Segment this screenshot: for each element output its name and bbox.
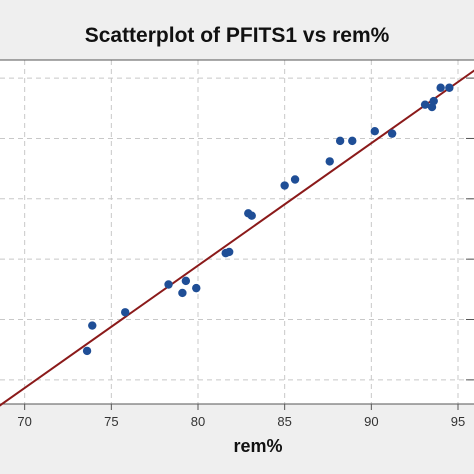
x-tick-label: 90	[364, 414, 378, 429]
data-point	[247, 211, 256, 220]
data-point	[181, 276, 191, 286]
data-point	[429, 96, 438, 106]
x-tick-label: 70	[17, 414, 31, 429]
x-tick-label: 75	[104, 414, 118, 429]
fit-line	[0, 69, 474, 407]
data-point	[88, 321, 97, 330]
data-point	[335, 136, 345, 146]
data-point	[348, 136, 357, 146]
data-point	[436, 83, 445, 92]
data-point	[82, 346, 92, 356]
data-point	[445, 83, 454, 92]
data-point	[280, 181, 289, 190]
plot-area: 70 75 80 85 90 95	[0, 59, 474, 429]
x-axis-label: rem%	[233, 436, 282, 456]
data-point	[325, 157, 334, 166]
data-point	[164, 280, 173, 289]
chart-title: Scatterplot of PFITS1 vs rem%	[85, 24, 390, 47]
data-point	[370, 127, 379, 136]
x-tick-label: 95	[451, 414, 465, 429]
plot-background	[0, 60, 474, 404]
data-point	[420, 100, 430, 109]
data-point	[178, 288, 187, 298]
data-point	[387, 129, 397, 138]
data-point	[121, 308, 130, 317]
data-point	[290, 175, 300, 184]
x-tick-label: 80	[191, 414, 205, 429]
data-point	[192, 283, 201, 293]
x-tick-label: 85	[277, 414, 291, 429]
data-point	[225, 247, 234, 257]
